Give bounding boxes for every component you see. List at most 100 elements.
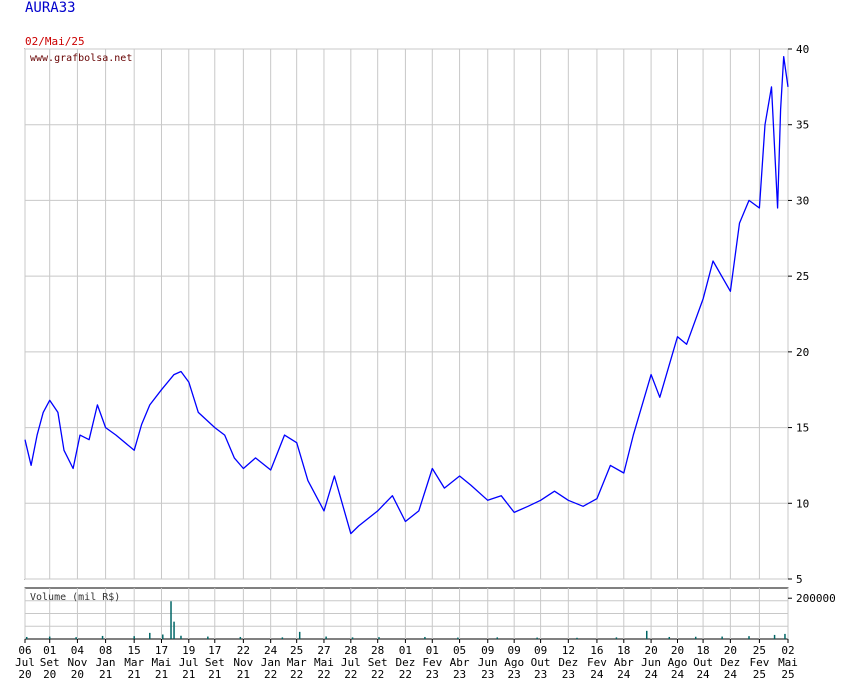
x-tick-year: 21 [182, 668, 195, 681]
price-panel: www.grafbolsa.net 5 10 15 20 25 30 35 40 [24, 43, 809, 586]
x-tick-month: Jan [96, 656, 116, 669]
volume-grid [24, 588, 789, 639]
x-tick-year: 22 [371, 668, 384, 681]
x-tick-year: 20 [43, 668, 56, 681]
x-tick-year: 23 [426, 668, 439, 681]
x-tick-day: 28 [344, 644, 357, 657]
x-tick-day: 08 [99, 644, 112, 657]
x-tick-month: Out [531, 656, 551, 669]
site-watermark: www.grafbolsa.net [30, 53, 132, 64]
volume-y-tick-label: 200000 [796, 592, 836, 605]
volume-panel: Volume (mil R$) 200000 [24, 587, 836, 640]
x-tick-year: 23 [481, 668, 494, 681]
x-tick-month: Mai [152, 656, 172, 669]
volume-y-axis: 200000 [788, 592, 836, 605]
x-tick-day: 02 [781, 644, 794, 657]
chart-date: 02/Mai/25 [25, 35, 85, 48]
price-plot-area [24, 48, 789, 580]
x-tick-year: 22 [317, 668, 330, 681]
x-tick-month: Nov [67, 656, 87, 669]
x-tick-year: 22 [264, 668, 277, 681]
x-tick-year: 23 [562, 668, 575, 681]
price-y-tick-label: 20 [796, 346, 809, 359]
volume-label: Volume (mil R$) [30, 592, 120, 603]
x-tick-month: Jun [641, 656, 661, 669]
x-tick-month: Fev [749, 656, 769, 669]
x-tick-month: Set [368, 656, 388, 669]
x-tick-month: Jul [15, 656, 35, 669]
x-tick-year: 21 [208, 668, 221, 681]
price-line [24, 55, 789, 535]
x-tick-day: 09 [481, 644, 494, 657]
x-tick-month: Mar [124, 656, 144, 669]
price-y-axis: 5 10 15 20 25 30 35 40 [788, 43, 809, 586]
x-tick-month: Fev [587, 656, 607, 669]
x-tick-month: Jul [341, 656, 361, 669]
x-tick-month: Set [205, 656, 225, 669]
volume-bars [25, 601, 786, 639]
x-tick-month: Mai [314, 656, 334, 669]
x-tick-day: 17 [208, 644, 221, 657]
x-axis: 06Jul2001Set2004Nov2008Jan2115Mar2117Mai… [15, 639, 798, 681]
x-tick-day: 06 [18, 644, 31, 657]
price-y-tick-label: 10 [796, 497, 809, 510]
x-tick-year: 21 [99, 668, 112, 681]
x-tick-day: 22 [237, 644, 250, 657]
price-y-tick-label: 40 [796, 43, 809, 56]
price-y-tick-label: 5 [796, 573, 803, 586]
x-tick-year: 23 [508, 668, 521, 681]
x-tick-month: Fev [422, 656, 442, 669]
x-tick-year: 24 [696, 668, 710, 681]
x-tick-year: 21 [155, 668, 168, 681]
price-y-tick-label: 25 [796, 270, 809, 283]
x-tick-day: 18 [617, 644, 630, 657]
price-y-tick-label: 35 [796, 119, 809, 132]
x-tick-month: Dez [720, 656, 740, 669]
x-tick-year: 21 [237, 668, 250, 681]
ticker-title: AURA33 [25, 0, 76, 16]
x-tick-day: 20 [724, 644, 737, 657]
x-tick-month: Dez [395, 656, 415, 669]
x-tick-year: 24 [617, 668, 631, 681]
x-tick-year: 22 [290, 668, 303, 681]
price-y-tick-label: 15 [796, 422, 809, 435]
x-tick-month: Dez [558, 656, 578, 669]
x-tick-month: Jul [179, 656, 199, 669]
x-tick-year: 25 [781, 668, 794, 681]
x-tick-year: 24 [590, 668, 604, 681]
x-tick-month: Nov [233, 656, 253, 669]
x-tick-day: 05 [453, 644, 466, 657]
x-tick-day: 20 [644, 644, 657, 657]
x-tick-day: 01 [399, 644, 412, 657]
x-tick-year: 24 [671, 668, 685, 681]
x-tick-year: 22 [344, 668, 357, 681]
x-tick-year: 25 [753, 668, 766, 681]
x-tick-day: 01 [426, 644, 439, 657]
x-tick-day: 16 [590, 644, 603, 657]
x-tick-month: Abr [450, 656, 470, 669]
x-tick-day: 04 [71, 644, 85, 657]
x-tick-year: 22 [399, 668, 412, 681]
x-tick-year: 20 [18, 668, 31, 681]
x-tick-month: Jun [478, 656, 498, 669]
x-tick-day: 15 [128, 644, 141, 657]
x-tick-day: 20 [671, 644, 684, 657]
x-tick-year: 21 [128, 668, 141, 681]
x-tick-day: 01 [43, 644, 56, 657]
x-tick-day: 18 [696, 644, 709, 657]
x-tick-month: Mai [778, 656, 798, 669]
x-tick-month: Mar [287, 656, 307, 669]
x-tick-day: 28 [371, 644, 384, 657]
x-tick-day: 19 [182, 644, 195, 657]
x-tick-year: 23 [534, 668, 547, 681]
x-tick-month: Ago [504, 656, 524, 669]
x-tick-month: Abr [614, 656, 634, 669]
x-tick-year: 24 [724, 668, 738, 681]
x-tick-day: 09 [534, 644, 547, 657]
x-tick-month: Set [40, 656, 60, 669]
x-tick-day: 25 [753, 644, 766, 657]
x-tick-year: 23 [453, 668, 466, 681]
x-tick-month: Out [693, 656, 713, 669]
x-tick-day: 27 [317, 644, 330, 657]
